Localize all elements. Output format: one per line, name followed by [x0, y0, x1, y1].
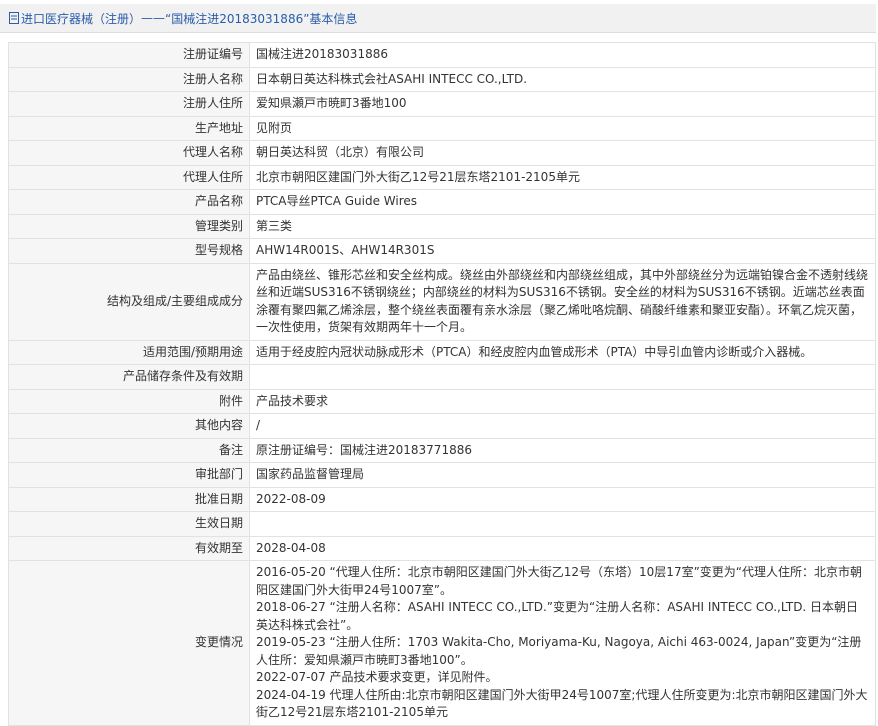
header-title: “国械注进20183031886”基本信息	[165, 11, 358, 26]
field-value: 爱知県瀬戸市暁町3番地100	[249, 91, 876, 117]
field-value: 适用于经皮腔内冠状动脉成形术（PTCA）和经皮腔内血管成形术（PTA）中导引血管…	[249, 339, 876, 365]
table-row: 代理人名称 朝日英达科贸（北京）有限公司	[8, 140, 876, 166]
field-label: 产品名称	[8, 189, 250, 215]
field-value: 朝日英达科贸（北京）有限公司	[249, 140, 876, 166]
change-entry: 2024-04-19 代理人住所由:北京市朝阳区建国门外大街甲24号1007室;…	[256, 687, 868, 720]
field-value: 2028-04-08	[249, 535, 876, 561]
field-value: 原注册证编号：国械注进20183771886	[249, 437, 876, 463]
field-label: 备注	[8, 437, 250, 463]
table-row: 审批部门 国家药品监督管理局	[8, 462, 876, 488]
table-row: 有效期至 2028-04-08	[8, 535, 876, 561]
table-row: 其他内容 /	[8, 413, 876, 439]
info-table: 注册证编号 国械注进20183031886 注册人名称 日本朝日英达科株式会社ASAH…	[8, 42, 876, 726]
field-label: 附件	[8, 388, 250, 414]
header: 进口医疗器械（注册） —— “国械注进20183031886”基本信息	[0, 4, 876, 33]
field-value: 第三类	[249, 213, 876, 239]
field-value: PTCA导丝PTCA Guide Wires	[249, 189, 876, 215]
table-row: 代理人住所 北京市朝阳区建国门外大街乙12号21层东塔2101-2105单元	[8, 164, 876, 190]
field-value: 产品由绕丝、锥形芯丝和安全丝构成。绕丝由外部绕丝和内部绕丝组成，其中外部绕丝分为…	[249, 262, 876, 341]
field-label: 生产地址	[8, 115, 250, 141]
field-label: 代理人名称	[8, 140, 250, 166]
field-label: 产品储存条件及有效期	[8, 364, 250, 390]
field-value: 见附页	[249, 115, 876, 141]
field-value: 2016-05-20 “代理人住所：北京市朝阳区建国门外大街乙12号（东塔）10…	[249, 560, 876, 726]
field-label: 注册人住所	[8, 91, 250, 117]
table-row: 型号规格 AHW14R001S、AHW14R301S	[8, 238, 876, 264]
field-value	[249, 364, 876, 390]
table-row: 注册人名称 日本朝日英达科株式会社ASAHI INTECC CO.,LTD.	[8, 66, 876, 92]
table-row: 注册证编号 国械注进20183031886	[8, 42, 876, 68]
table-row: 结构及组成/主要组成成分 产品由绕丝、锥形芯丝和安全丝构成。绕丝由外部绕丝和内部绕…	[8, 262, 876, 341]
field-label: 结构及组成/主要组成成分	[8, 262, 250, 341]
field-label: 批准日期	[8, 486, 250, 512]
field-label: 生效日期	[8, 511, 250, 537]
field-label: 管理类别	[8, 213, 250, 239]
field-value: 国械注进20183031886	[249, 42, 876, 68]
field-label: 型号规格	[8, 238, 250, 264]
table-row: 产品名称 PTCA导丝PTCA Guide Wires	[8, 189, 876, 215]
change-entry: 2018-06-27 “注册人名称：ASAHI INTECC CO.,LTD.”…	[256, 600, 859, 632]
table-row: 批准日期 2022-08-09	[8, 486, 876, 512]
field-label: 变更情况	[8, 560, 250, 726]
table-row: 产品储存条件及有效期	[8, 364, 876, 390]
table-row: 管理类别 第三类	[8, 213, 876, 239]
table-row: 生产地址 见附页	[8, 115, 876, 141]
field-label: 审批部门	[8, 462, 250, 488]
field-label: 代理人住所	[8, 164, 250, 190]
table-row: 适用范围/预期用途 适用于经皮腔内冠状动脉成形术（PTCA）和经皮腔内血管成形术（…	[8, 339, 876, 365]
table-row: 变更情况 2016-05-20 “代理人住所：北京市朝阳区建国门外大街乙12号（东…	[8, 560, 876, 726]
field-value: 产品技术要求	[249, 388, 876, 414]
field-value: 北京市朝阳区建国门外大街乙12号21层东塔2101-2105单元	[249, 164, 876, 190]
change-entry: 2016-05-20 “代理人住所：北京市朝阳区建国门外大街乙12号（东塔）10…	[256, 565, 863, 597]
doc-icon	[9, 12, 19, 24]
field-value: 日本朝日英达科株式会社ASAHI INTECC CO.,LTD.	[249, 66, 876, 92]
table-row: 生效日期	[8, 511, 876, 537]
table-row: 注册人住所 爱知県瀬戸市暁町3番地100	[8, 91, 876, 117]
field-value: 国家药品监督管理局	[249, 462, 876, 488]
field-value: 2022-08-09	[249, 486, 876, 512]
field-value	[249, 511, 876, 537]
separator: ——	[141, 11, 166, 25]
change-entry: 2019-05-23 “注册人住所：1703 Wakita-Cho, Moriy…	[256, 635, 862, 667]
field-label: 注册人名称	[8, 66, 250, 92]
table-row: 备注 原注册证编号：国械注进20183771886	[8, 437, 876, 463]
field-label: 注册证编号	[8, 42, 250, 68]
table-row: 附件 产品技术要求	[8, 388, 876, 414]
change-entry: 2022-07-07 产品技术要求变更，详见附件。	[256, 670, 498, 684]
field-label: 其他内容	[8, 413, 250, 439]
field-value: AHW14R001S、AHW14R301S	[249, 238, 876, 264]
field-value: /	[249, 413, 876, 439]
category-link[interactable]: 进口医疗器械（注册）	[21, 11, 142, 26]
field-label: 有效期至	[8, 535, 250, 561]
field-label: 适用范围/预期用途	[8, 339, 250, 365]
